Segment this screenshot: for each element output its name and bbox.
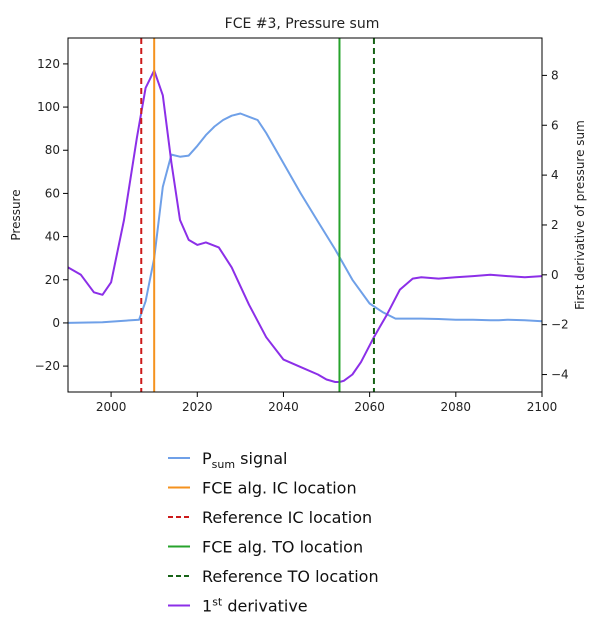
legend-label: FCE alg. IC location <box>202 479 357 498</box>
legend-label: 1st derivative <box>202 596 308 616</box>
y-tick-label: −20 <box>35 359 60 373</box>
legend-label: FCE alg. TO location <box>202 538 363 557</box>
plot-area: 2000 2020 2040 2060 2080 2100−200204060801001… <box>35 37 569 414</box>
legend: Psum signal FCE alg. IC location Reference… <box>168 449 379 616</box>
y2-tick-label: 4 <box>551 168 559 182</box>
y2-tick-label: 8 <box>551 68 559 82</box>
y-axis-title: Pressure <box>9 189 23 240</box>
y-tick-label: 100 <box>37 100 60 114</box>
x-tick-label: 2100 <box>527 400 558 414</box>
y-tick-label: 60 <box>45 186 60 200</box>
chart-title: FCE #3, Pressure sum <box>225 16 380 32</box>
y2-tick-label: −4 <box>551 368 569 382</box>
series-line-p-sum-signal <box>68 112 542 324</box>
plot-frame <box>67 37 543 393</box>
y-tick-label: 20 <box>45 273 60 287</box>
y-tick-label: 120 <box>37 57 60 71</box>
y-tick-label: 40 <box>45 230 60 244</box>
y-tick-label: 80 <box>45 143 60 157</box>
y2-tick-label: 0 <box>551 268 559 282</box>
y2-axis-title: First derivative of pressure sum <box>573 120 587 310</box>
x-tick-label: 2060 <box>354 400 385 414</box>
legend-label: Reference IC location <box>202 508 372 527</box>
series-line-1st-derivative <box>68 69 542 383</box>
x-tick-label: 2080 <box>441 400 472 414</box>
legend-label: Psum signal <box>202 449 288 471</box>
x-tick-label: 2040 <box>268 400 299 414</box>
y2-tick-label: 2 <box>551 218 559 232</box>
x-tick-label: 2000 <box>96 400 127 414</box>
legend-label: Reference TO location <box>202 567 379 586</box>
y-tick-label: 0 <box>52 316 60 330</box>
x-tick-label: 2020 <box>182 400 213 414</box>
y2-tick-label: 6 <box>551 118 559 132</box>
y2-tick-label: −2 <box>551 318 569 332</box>
